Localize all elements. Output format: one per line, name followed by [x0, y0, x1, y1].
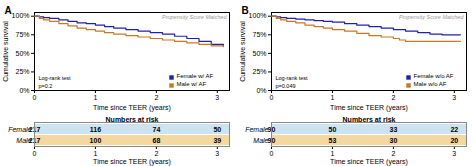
svg-text:50%: 50%: [252, 50, 266, 57]
svg-text:1: 1: [330, 94, 334, 101]
svg-text:22: 22: [450, 126, 458, 133]
svg-text:Female: Female: [245, 126, 268, 133]
svg-text:Time since TEER (years): Time since TEER (years): [330, 158, 408, 166]
svg-text:2: 2: [154, 94, 158, 101]
svg-text:1: 1: [330, 150, 334, 157]
svg-text:Cumulative survival: Cumulative survival: [2, 21, 9, 82]
svg-text:75%: 75%: [15, 31, 29, 38]
svg-text:2: 2: [391, 94, 395, 101]
svg-text:0: 0: [270, 150, 274, 157]
svg-text:Female w/o AF: Female w/o AF: [414, 73, 454, 79]
svg-text:Cumulative survival: Cumulative survival: [239, 21, 246, 82]
svg-text:Time since TEER (years): Time since TEER (years): [330, 104, 408, 112]
svg-text:1: 1: [93, 94, 97, 101]
svg-text:3: 3: [452, 94, 456, 101]
svg-text:30: 30: [389, 137, 397, 144]
svg-text:68: 68: [152, 137, 160, 144]
svg-text:3: 3: [215, 150, 219, 157]
svg-text:Male w/ AF: Male w/ AF: [177, 81, 207, 87]
svg-text:2: 2: [154, 150, 158, 157]
svg-text:0: 0: [33, 150, 37, 157]
svg-text:33: 33: [389, 126, 397, 133]
svg-text:B: B: [242, 5, 249, 16]
svg-text:Female: Female: [8, 126, 31, 133]
svg-text:20: 20: [450, 137, 458, 144]
svg-text:100%: 100%: [249, 12, 267, 19]
svg-text:1: 1: [93, 150, 97, 157]
svg-text:Numbers at risk: Numbers at risk: [342, 116, 396, 124]
svg-text:Male w/o AF: Male w/o AF: [414, 81, 447, 87]
svg-text:50%: 50%: [15, 50, 29, 57]
svg-text:25%: 25%: [15, 68, 29, 75]
svg-text:Propensity Score Matched: Propensity Score Matched: [399, 14, 464, 20]
svg-text:Log-rank testp=0.2: Log-rank testp=0.2: [39, 75, 72, 88]
svg-text:Propensity Score Matched: Propensity Score Matched: [162, 14, 227, 20]
svg-text:Time since TEER (years): Time since TEER (years): [93, 104, 171, 112]
svg-text:90: 90: [267, 125, 276, 133]
svg-text:3: 3: [452, 150, 456, 157]
svg-text:Female w/ AF: Female w/ AF: [177, 73, 214, 79]
svg-text:Time since TEER (years): Time since TEER (years): [93, 158, 171, 166]
svg-text:0%: 0%: [19, 87, 29, 94]
svg-text:90: 90: [267, 136, 276, 144]
svg-text:Numbers at risk: Numbers at risk: [105, 116, 159, 124]
svg-text:Log-rank testp=0.049: Log-rank testp=0.049: [276, 75, 309, 88]
svg-text:100%: 100%: [12, 12, 30, 19]
svg-text:0%: 0%: [256, 87, 266, 94]
svg-text:0: 0: [33, 94, 37, 101]
svg-text:39: 39: [213, 137, 221, 144]
svg-text:53: 53: [329, 137, 337, 144]
svg-text:A: A: [5, 5, 12, 16]
svg-text:25%: 25%: [252, 68, 266, 75]
svg-text:Male: Male: [16, 137, 31, 144]
svg-text:116: 116: [90, 126, 101, 133]
svg-text:75%: 75%: [252, 31, 266, 38]
svg-text:2: 2: [391, 150, 395, 157]
svg-text:Male: Male: [253, 137, 268, 144]
svg-text:0: 0: [270, 94, 274, 101]
svg-text:50: 50: [213, 126, 221, 133]
svg-text:74: 74: [152, 126, 160, 133]
svg-text:100: 100: [90, 137, 102, 144]
svg-text:50: 50: [329, 126, 337, 133]
svg-text:3: 3: [215, 94, 219, 101]
